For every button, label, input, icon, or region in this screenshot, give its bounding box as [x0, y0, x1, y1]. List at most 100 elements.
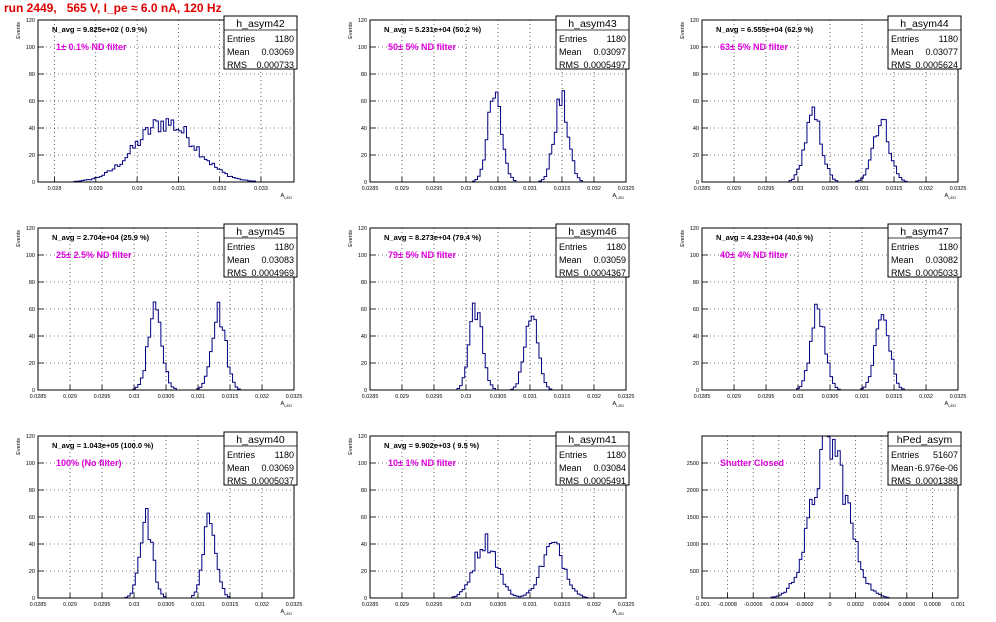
histogram-name: hPed_asym — [897, 434, 953, 446]
histogram-panel-h_asym46: 0.0285 0.029 0.0295 0.03 0.0305 0.031 0.0315 0.… — [348, 223, 635, 408]
x-tick-label: 0.0325 — [286, 602, 303, 608]
filter-annotation: 79± 5% ND filter — [388, 250, 456, 260]
y-axis-label: Events — [16, 438, 22, 455]
x-tick-label: 0.0325 — [618, 394, 635, 400]
stats-value: 0.0004367 — [583, 268, 626, 278]
y-tick-label: 20 — [29, 361, 35, 367]
x-tick-label: 0.0315 — [222, 394, 239, 400]
x-tick-label: 0.0305 — [822, 186, 839, 192]
x-tick-label: 0.029 — [63, 394, 77, 400]
x-tick-label: 0.0295 — [758, 186, 775, 192]
y-axis-label: Events — [680, 22, 686, 39]
y-tick-label: 20 — [361, 569, 367, 575]
y-tick-label: 60 — [693, 99, 699, 105]
x-tick-label: 0.0325 — [618, 602, 635, 608]
run-title: run 2449, 565 V, I_pe ≈ 6.0 nA, 120 Hz — [4, 1, 222, 15]
filter-annotation: 100% (No filter) — [56, 458, 122, 468]
stats-box — [887, 223, 962, 278]
histogram-name: h_asym42 — [236, 18, 285, 30]
stats-value: 0.0001388 — [915, 476, 958, 486]
y-tick-label: 0 — [364, 388, 367, 394]
stats-value: 0.03069 — [261, 47, 294, 57]
histogram-panel-h_asym45: 0.0285 0.029 0.0295 0.03 0.0305 0.031 0.0315 0.… — [16, 223, 303, 408]
stats-box — [223, 15, 298, 70]
x-tick-label: 0.032 — [213, 186, 227, 192]
x-tick-label: 0 — [828, 602, 831, 608]
stats-value: 0.0005491 — [583, 476, 626, 486]
navg-label: N_avg = 4.233e+04 (40.6 %) — [716, 233, 814, 242]
x-tick-label: 0.03 — [461, 602, 472, 608]
stats-label: RMS — [559, 268, 579, 278]
y-tick-label: 20 — [693, 361, 699, 367]
x-tick-label: 0.0325 — [286, 394, 303, 400]
x-tick-label: 0.032 — [255, 602, 269, 608]
stats-value: 0.03069 — [261, 463, 294, 473]
y-tick-label: 0 — [364, 596, 367, 602]
stats-label: Entries — [559, 34, 588, 44]
y-tick-label: 60 — [29, 99, 35, 105]
x-tick-label: 0.03 — [461, 186, 472, 192]
stats-label: RMS — [891, 60, 911, 70]
y-tick-label: 0 — [696, 596, 699, 602]
stats-label: Mean — [559, 463, 582, 473]
navg-label: N_avg = 8.273e+04 (79.4 %) — [384, 233, 482, 242]
x-tick-label: 0.0295 — [94, 394, 111, 400]
x-tick-label: 0.031 — [855, 394, 869, 400]
y-tick-label: 0 — [32, 596, 35, 602]
stats-label: RMS — [559, 60, 579, 70]
stats-value: 0.0005497 — [583, 60, 626, 70]
stats-label: RMS — [227, 60, 247, 70]
stats-label: Entries — [227, 34, 256, 44]
y-tick-label: 20 — [361, 153, 367, 159]
y-tick-label: 120 — [690, 226, 699, 232]
x-tick-label: 0.031 — [191, 394, 205, 400]
x-tick-label: 0.029 — [727, 394, 741, 400]
y-tick-label: 80 — [29, 280, 35, 286]
y-tick-label: 40 — [361, 334, 367, 340]
stats-value: 0.000733 — [256, 60, 294, 70]
histogram-panel-h_asym43: 0.0285 0.029 0.0295 0.03 0.0305 0.031 0.0315 0.… — [348, 15, 635, 200]
x-tick-label: 0.0325 — [950, 394, 967, 400]
x-tick-label: 0.0305 — [490, 186, 507, 192]
x-tick-label: 0.0285 — [30, 394, 47, 400]
x-tick-label: 0.0325 — [618, 186, 635, 192]
y-tick-label: 120 — [26, 226, 35, 232]
x-tick-label: 0.001 — [951, 602, 965, 608]
x-tick-label: 0.029 — [63, 602, 77, 608]
y-tick-label: 1000 — [687, 542, 699, 548]
navg-label: N_avg = 9.825e+02 ( 0.9 %) — [52, 25, 148, 34]
x-tick-label: 0.0305 — [490, 394, 507, 400]
y-tick-label: 100 — [26, 461, 35, 467]
y-tick-label: 20 — [29, 569, 35, 575]
stats-value: 51607 — [933, 450, 958, 460]
stats-box — [555, 431, 630, 486]
x-tick-label: 0.029 — [395, 602, 409, 608]
histogram-name: h_asym47 — [900, 226, 949, 238]
histogram-line — [702, 303, 958, 391]
x-tick-label: -0.001 — [694, 602, 710, 608]
navg-label: N_avg = 5.231e+04 (50.2 %) — [384, 25, 482, 34]
stats-label: RMS — [227, 268, 247, 278]
stats-value: 0.0005033 — [915, 268, 958, 278]
y-tick-label: 120 — [358, 226, 367, 232]
y-tick-label: 2000 — [687, 488, 699, 494]
stats-value: 0.03084 — [593, 463, 626, 473]
stats-label: Mean — [227, 47, 250, 57]
y-tick-label: 500 — [690, 569, 699, 575]
y-axis-label: Events — [16, 230, 22, 247]
y-tick-label: 0 — [32, 388, 35, 394]
x-tick-label: 0.0295 — [426, 602, 443, 608]
x-tick-label: 0.0004 — [873, 602, 890, 608]
stats-value: 1180 — [275, 242, 294, 252]
x-tick-label: 0.03 — [132, 186, 143, 192]
stats-label: RMS — [891, 476, 911, 486]
y-tick-label: 100 — [26, 45, 35, 51]
y-tick-label: 80 — [361, 72, 367, 78]
stats-label: RMS — [559, 476, 579, 486]
stats-value: 1180 — [939, 242, 958, 252]
stats-value: 1180 — [607, 450, 626, 460]
y-tick-label: 100 — [358, 253, 367, 259]
histogram-panel-h_asym44: 0.0285 0.029 0.0295 0.03 0.0305 0.031 0.0315 0.… — [680, 15, 966, 200]
x-tick-label: 0.0002 — [847, 602, 864, 608]
x-tick-label: 0.0315 — [886, 394, 903, 400]
